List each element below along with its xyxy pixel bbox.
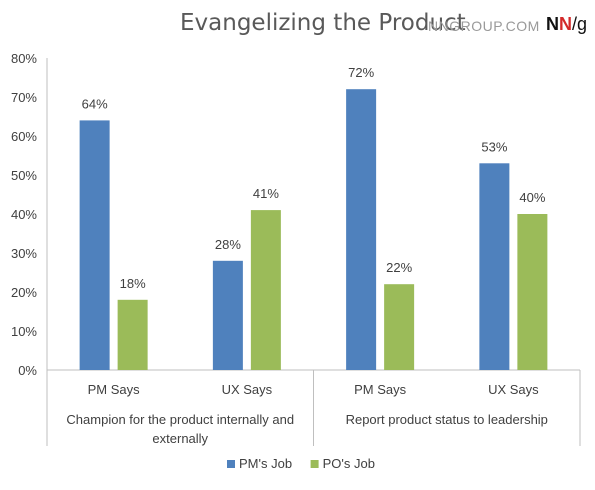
bar-pm-job bbox=[79, 120, 110, 371]
y-tick-label: 80% bbox=[11, 51, 37, 66]
bar-pm-job bbox=[346, 89, 377, 370]
x-category-label: UX Says bbox=[488, 382, 539, 397]
group-label: Report product status to leadership bbox=[346, 412, 548, 427]
data-label: 41% bbox=[253, 186, 279, 201]
y-tick-label: 30% bbox=[11, 246, 37, 261]
data-label: 28% bbox=[215, 237, 241, 252]
bar-po-job bbox=[384, 284, 415, 370]
bar-pm-job bbox=[479, 163, 510, 370]
data-label: 72% bbox=[348, 65, 374, 80]
nng-logo: NN/g bbox=[546, 14, 588, 34]
legend-label: PO's Job bbox=[323, 456, 375, 471]
y-tick-label: 10% bbox=[11, 324, 37, 339]
y-tick-label: 40% bbox=[11, 207, 37, 222]
data-label: 22% bbox=[386, 260, 412, 275]
y-tick-label: 70% bbox=[11, 90, 37, 105]
bar-pm-job bbox=[212, 260, 243, 370]
legend-swatch bbox=[310, 460, 319, 468]
data-label: 18% bbox=[120, 276, 146, 291]
bar-po-job bbox=[250, 210, 281, 370]
data-label: 64% bbox=[82, 96, 108, 111]
x-category-label: PM Says bbox=[88, 382, 141, 397]
legend-label: PM's Job bbox=[239, 456, 292, 471]
legend-swatch bbox=[227, 460, 235, 468]
y-tick-label: 50% bbox=[11, 168, 37, 183]
y-tick-label: 60% bbox=[11, 129, 37, 144]
y-tick-label: 0% bbox=[18, 363, 37, 378]
data-label: 40% bbox=[519, 190, 545, 205]
group-label: externally bbox=[152, 431, 208, 446]
bar-po-job bbox=[117, 299, 148, 370]
source-label: NNGROUP.COM bbox=[428, 18, 540, 34]
x-category-label: UX Says bbox=[222, 382, 273, 397]
y-tick-label: 20% bbox=[11, 285, 37, 300]
x-category-label: PM Says bbox=[354, 382, 407, 397]
group-label: Champion for the product internally and bbox=[66, 412, 294, 427]
chart-title: Evangelizing the Product bbox=[180, 10, 466, 36]
bar-po-job bbox=[517, 214, 548, 370]
data-label: 53% bbox=[481, 139, 507, 154]
